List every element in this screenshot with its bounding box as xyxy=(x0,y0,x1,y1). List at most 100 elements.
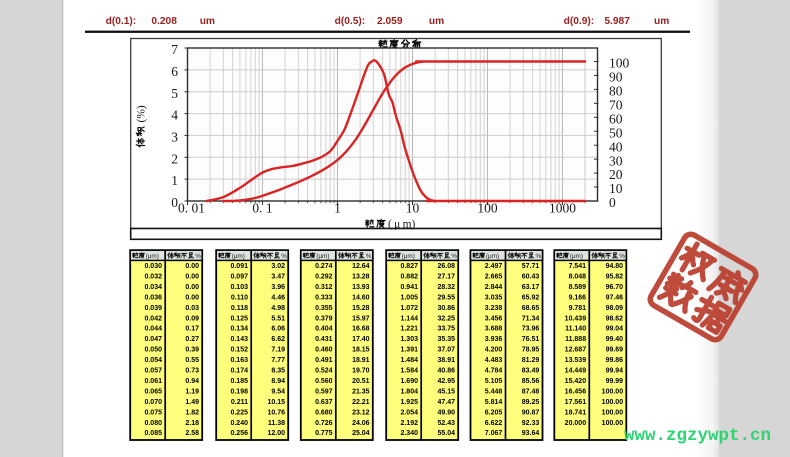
svg-text:6: 6 xyxy=(171,64,178,79)
svg-text:14.60: 14.60 xyxy=(352,294,370,301)
svg-text:98.09: 98.09 xyxy=(606,305,624,312)
svg-text:(%): (%) xyxy=(136,105,148,122)
svg-text:3.02: 3.02 xyxy=(271,263,285,270)
svg-text:14.449: 14.449 xyxy=(565,368,587,375)
svg-text:100.00: 100.00 xyxy=(602,420,624,427)
svg-text:83.49: 83.49 xyxy=(522,368,540,375)
svg-text:0.379: 0.379 xyxy=(315,315,333,322)
svg-text:16.68: 16.68 xyxy=(352,326,370,333)
svg-text:0.256: 0.256 xyxy=(230,430,248,437)
svg-text:3.035: 3.035 xyxy=(485,294,503,301)
svg-text:d(0.1):: d(0.1): xyxy=(106,16,137,27)
svg-text:0.036: 0.036 xyxy=(144,294,162,301)
svg-text:0.097: 0.097 xyxy=(230,274,248,281)
svg-text:0.333: 0.333 xyxy=(315,294,333,301)
svg-text:0.240: 0.240 xyxy=(230,420,248,427)
svg-text:9.781: 9.781 xyxy=(569,305,587,312)
svg-text:5.448: 5.448 xyxy=(485,388,503,395)
svg-text:um: um xyxy=(200,16,215,27)
svg-text:6.622: 6.622 xyxy=(485,420,503,427)
svg-text:78.95: 78.95 xyxy=(522,347,540,354)
svg-text:71.34: 71.34 xyxy=(522,315,540,322)
svg-text:0.03: 0.03 xyxy=(185,305,199,312)
svg-text:0.17: 0.17 xyxy=(185,326,199,333)
svg-text:( μ m): ( μ m) xyxy=(388,219,416,231)
svg-text:0.312: 0.312 xyxy=(315,284,333,291)
svg-text:0. 1: 0. 1 xyxy=(252,201,272,216)
svg-text:0. 01: 0. 01 xyxy=(178,201,205,216)
svg-text:1.221: 1.221 xyxy=(400,326,418,333)
svg-text:0.00: 0.00 xyxy=(185,284,199,291)
svg-text:0.09: 0.09 xyxy=(185,315,199,322)
svg-text:47.47: 47.47 xyxy=(437,399,455,406)
svg-text:(μm): (μm) xyxy=(316,253,329,260)
svg-text:(μm): (μm) xyxy=(402,253,415,260)
svg-text:2.58: 2.58 xyxy=(185,430,199,437)
svg-text:8.94: 8.94 xyxy=(271,378,285,385)
svg-text:7.19: 7.19 xyxy=(271,347,285,354)
svg-text:16.456: 16.456 xyxy=(565,388,587,395)
svg-text:0.274: 0.274 xyxy=(315,263,333,270)
svg-text:99.69: 99.69 xyxy=(606,347,624,354)
svg-text:13.539: 13.539 xyxy=(565,357,587,364)
svg-text:40.86: 40.86 xyxy=(437,368,455,375)
svg-text:100.00: 100.00 xyxy=(602,399,624,406)
svg-text:10.15: 10.15 xyxy=(267,399,285,406)
svg-text:4.784: 4.784 xyxy=(485,368,503,375)
svg-text:32.25: 32.25 xyxy=(437,315,455,322)
svg-text:17.561: 17.561 xyxy=(565,399,587,406)
svg-text:0.075: 0.075 xyxy=(144,409,162,416)
svg-text:100: 100 xyxy=(477,201,498,216)
svg-text:0.125: 0.125 xyxy=(230,315,248,322)
svg-text:4.483: 4.483 xyxy=(485,357,503,364)
svg-text:1.144: 1.144 xyxy=(400,315,418,322)
svg-text:99.04: 99.04 xyxy=(606,326,624,333)
svg-text:3: 3 xyxy=(171,130,178,145)
svg-text:0.030: 0.030 xyxy=(144,263,162,270)
svg-text:2.059: 2.059 xyxy=(377,16,403,27)
svg-text:1.804: 1.804 xyxy=(400,388,418,395)
svg-text:1.19: 1.19 xyxy=(185,388,199,395)
svg-text:55.04: 55.04 xyxy=(437,430,455,437)
svg-text:5.987: 5.987 xyxy=(604,16,630,27)
svg-text:0.00: 0.00 xyxy=(185,294,199,301)
svg-text:90: 90 xyxy=(609,70,623,85)
svg-text:10.439: 10.439 xyxy=(565,315,587,322)
svg-text:0.032: 0.032 xyxy=(144,274,162,281)
svg-text:50: 50 xyxy=(609,125,623,140)
svg-text:0.39: 0.39 xyxy=(185,347,199,354)
svg-text:90.87: 90.87 xyxy=(522,409,540,416)
svg-text:49.90: 49.90 xyxy=(437,409,455,416)
svg-text:%: % xyxy=(619,253,625,260)
svg-text:3.688: 3.688 xyxy=(485,326,503,333)
svg-text:7.541: 7.541 xyxy=(569,263,587,270)
svg-text:89.25: 89.25 xyxy=(522,399,540,406)
svg-text:(μm): (μm) xyxy=(232,253,245,260)
svg-text:68.65: 68.65 xyxy=(522,305,540,312)
svg-text:0.680: 0.680 xyxy=(315,409,333,416)
svg-text:11.888: 11.888 xyxy=(565,336,586,343)
svg-text:0.152: 0.152 xyxy=(230,347,248,354)
svg-text:3.238: 3.238 xyxy=(485,305,503,312)
svg-text:1.925: 1.925 xyxy=(400,399,418,406)
svg-text:7: 7 xyxy=(171,42,178,57)
svg-text:0.00: 0.00 xyxy=(185,274,199,281)
svg-text:37.07: 37.07 xyxy=(437,347,455,354)
svg-text:0.110: 0.110 xyxy=(231,294,248,301)
svg-text:0.208: 0.208 xyxy=(151,16,177,27)
svg-text:6.62: 6.62 xyxy=(271,336,285,343)
svg-text:0.827: 0.827 xyxy=(400,263,418,270)
svg-text:7.77: 7.77 xyxy=(271,357,285,364)
svg-text:3.96: 3.96 xyxy=(271,284,285,291)
svg-text:92.33: 92.33 xyxy=(522,420,540,427)
svg-text:35.35: 35.35 xyxy=(437,336,455,343)
svg-text:(μm): (μm) xyxy=(486,253,499,260)
svg-text:0.057: 0.057 xyxy=(144,368,162,375)
svg-text:0.73: 0.73 xyxy=(185,368,199,375)
svg-text:0.882: 0.882 xyxy=(400,274,418,281)
svg-text:2.18: 2.18 xyxy=(185,420,199,427)
svg-text:100.00: 100.00 xyxy=(602,388,624,395)
svg-text:18.15: 18.15 xyxy=(352,347,370,354)
svg-text:15.28: 15.28 xyxy=(352,305,370,312)
svg-text:26.08: 26.08 xyxy=(437,263,455,270)
